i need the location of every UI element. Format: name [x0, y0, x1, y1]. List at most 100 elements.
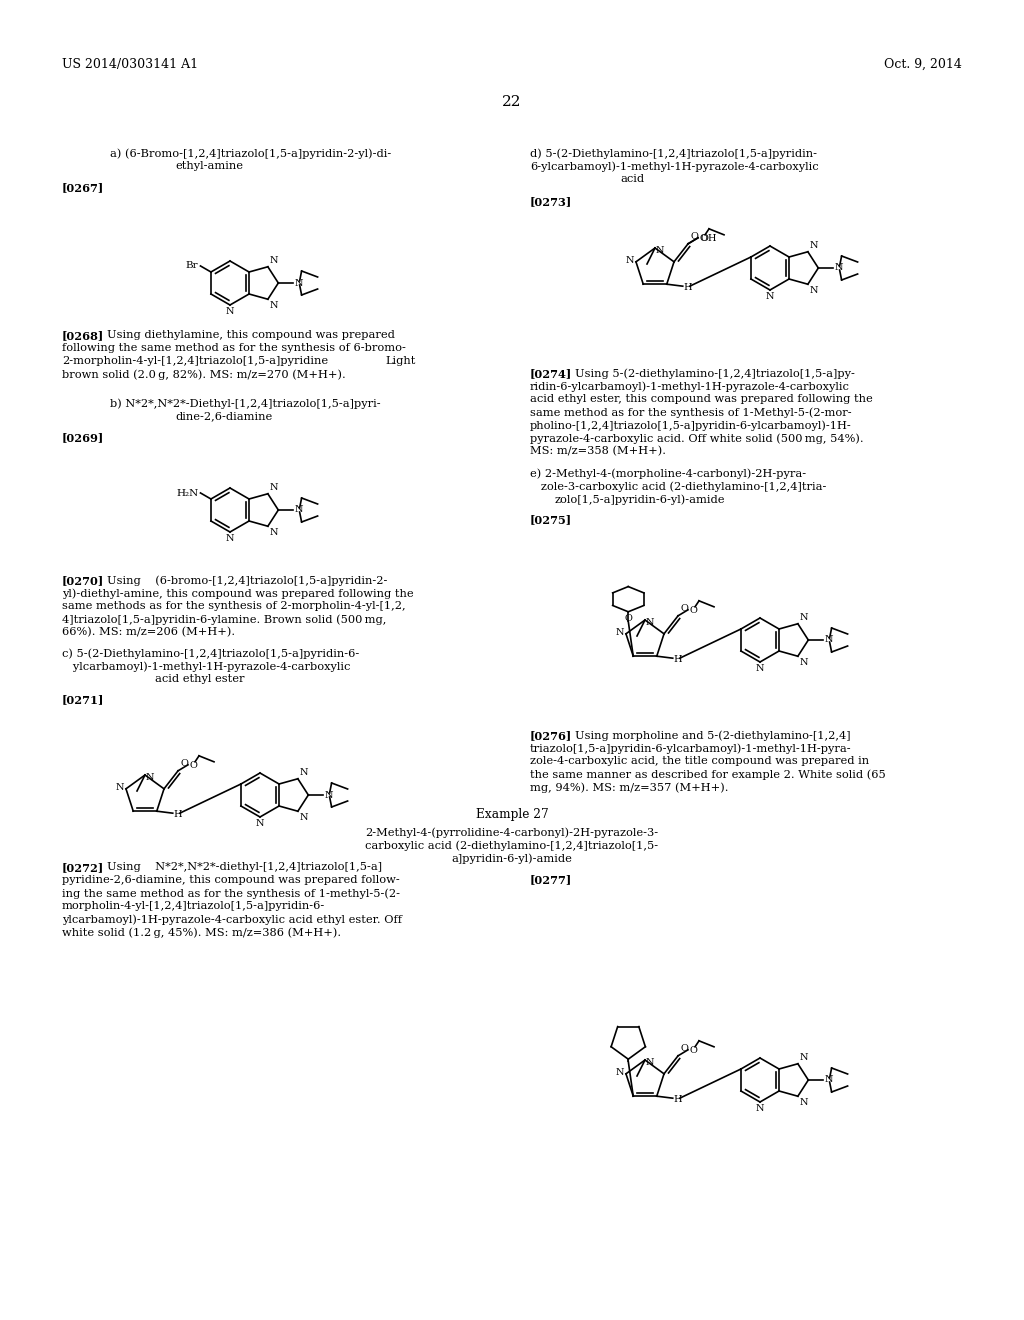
- Text: N: N: [116, 783, 124, 792]
- Text: O: O: [689, 606, 697, 615]
- Text: N: N: [646, 1059, 654, 1067]
- Text: Using    (6-bromo-[1,2,4]triazolo[1,5-a]pyridin-2-: Using (6-bromo-[1,2,4]triazolo[1,5-a]pyr…: [106, 576, 387, 586]
- Text: ylcarbamoyl)-1-methyl-1H-pyrazole-4-carboxylic: ylcarbamoyl)-1-methyl-1H-pyrazole-4-carb…: [62, 661, 350, 672]
- Text: a) (6-Bromo-[1,2,4]triazolo[1,5-a]pyridin-2-yl)-di-: a) (6-Bromo-[1,2,4]triazolo[1,5-a]pyridi…: [110, 148, 391, 158]
- Text: Using diethylamine, this compound was prepared: Using diethylamine, this compound was pr…: [106, 330, 395, 341]
- Text: 2-Methyl-4-(pyrrolidine-4-carbonyl)-2H-pyrazole-3-: 2-Methyl-4-(pyrrolidine-4-carbonyl)-2H-p…: [366, 828, 658, 838]
- Text: zole-3-carboxylic acid (2-diethylamino-[1,2,4]tria-: zole-3-carboxylic acid (2-diethylamino-[…: [530, 480, 826, 491]
- Text: Light: Light: [385, 356, 416, 366]
- Text: N: N: [800, 1053, 808, 1061]
- Text: MS: m/z=358 (M+H+).: MS: m/z=358 (M+H+).: [530, 446, 666, 457]
- Text: 6-ylcarbamoyl)-1-methyl-1H-pyrazole-4-carboxylic: 6-ylcarbamoyl)-1-methyl-1H-pyrazole-4-ca…: [530, 161, 818, 172]
- Text: N: N: [756, 664, 764, 673]
- Text: N: N: [656, 246, 665, 255]
- Text: OH: OH: [700, 235, 717, 243]
- Text: acid ethyl ester, this compound was prepared following the: acid ethyl ester, this compound was prep…: [530, 393, 872, 404]
- Text: [0277]: [0277]: [530, 874, 572, 884]
- Text: [0267]: [0267]: [62, 182, 104, 193]
- Text: N: N: [270, 528, 279, 537]
- Text: N: N: [626, 256, 634, 265]
- Text: O: O: [189, 762, 197, 771]
- Text: O: O: [680, 603, 688, 612]
- Text: following the same method as for the synthesis of 6-bromo-: following the same method as for the syn…: [62, 343, 406, 352]
- Text: [0275]: [0275]: [530, 513, 572, 525]
- Text: ing the same method as for the synthesis of 1-methyl-5-(2-: ing the same method as for the synthesis…: [62, 888, 400, 899]
- Text: same methods as for the synthesis of 2-morpholin-4-yl-[1,2,: same methods as for the synthesis of 2-m…: [62, 601, 406, 611]
- Text: pyridine-2,6-diamine, this compound was prepared follow-: pyridine-2,6-diamine, this compound was …: [62, 875, 399, 884]
- Text: carboxylic acid (2-diethylamino-[1,2,4]triazolo[1,5-: carboxylic acid (2-diethylamino-[1,2,4]t…: [366, 840, 658, 850]
- Text: [0274]: [0274]: [530, 368, 572, 379]
- Text: H: H: [174, 810, 182, 820]
- Text: [0272]: [0272]: [62, 862, 104, 873]
- Text: N: N: [256, 818, 264, 828]
- Text: H: H: [684, 284, 692, 292]
- Text: H₂N: H₂N: [176, 490, 199, 499]
- Text: yl)-diethyl-amine, this compound was prepared following the: yl)-diethyl-amine, this compound was pre…: [62, 587, 414, 598]
- Text: acid: acid: [620, 174, 644, 183]
- Text: US 2014/0303141 A1: US 2014/0303141 A1: [62, 58, 198, 71]
- Text: pyrazole-4-carboxylic acid. Off white solid (500 mg, 54%).: pyrazole-4-carboxylic acid. Off white so…: [530, 433, 863, 444]
- Text: zolo[1,5-a]pyridin-6-yl)-amide: zolo[1,5-a]pyridin-6-yl)-amide: [555, 494, 725, 504]
- Text: N: N: [225, 535, 234, 543]
- Text: the same manner as described for example 2. White solid (65: the same manner as described for example…: [530, 770, 886, 780]
- Text: N: N: [300, 813, 308, 822]
- Text: Br: Br: [185, 261, 199, 271]
- Text: mg, 94%). MS: m/z=357 (M+H+).: mg, 94%). MS: m/z=357 (M+H+).: [530, 781, 728, 792]
- Text: O: O: [625, 614, 632, 623]
- Text: Using 5-(2-diethylamino-[1,2,4]triazolo[1,5-a]py-: Using 5-(2-diethylamino-[1,2,4]triazolo[…: [575, 368, 855, 379]
- Text: N: N: [824, 1076, 834, 1085]
- Text: [0276]: [0276]: [530, 730, 572, 741]
- Text: N: N: [325, 791, 333, 800]
- Text: 66%). MS: m/z=206 (M+H+).: 66%). MS: m/z=206 (M+H+).: [62, 627, 236, 638]
- Text: N: N: [295, 506, 303, 515]
- Text: triazolo[1,5-a]pyridin-6-ylcarbamoyl)-1-methyl-1H-pyra-: triazolo[1,5-a]pyridin-6-ylcarbamoyl)-1-…: [530, 743, 852, 754]
- Text: H: H: [674, 1096, 682, 1105]
- Text: N: N: [270, 256, 279, 265]
- Text: N: N: [800, 612, 808, 622]
- Text: N: N: [270, 301, 279, 310]
- Text: Oct. 9, 2014: Oct. 9, 2014: [884, 58, 962, 71]
- Text: O: O: [180, 759, 187, 768]
- Text: O: O: [699, 235, 707, 243]
- Text: morpholin-4-yl-[1,2,4]triazolo[1,5-a]pyridin-6-: morpholin-4-yl-[1,2,4]triazolo[1,5-a]pyr…: [62, 902, 326, 911]
- Text: ethyl-amine: ethyl-amine: [175, 161, 243, 172]
- Text: N: N: [835, 264, 843, 272]
- Text: O: O: [690, 232, 698, 240]
- Text: e) 2-Methyl-4-(morpholine-4-carbonyl)-2H-pyra-: e) 2-Methyl-4-(morpholine-4-carbonyl)-2H…: [530, 469, 806, 479]
- Text: N: N: [810, 286, 818, 296]
- Text: 22: 22: [502, 95, 522, 110]
- Text: brown solid (2.0 g, 82%). MS: m/z=270 (M+H+).: brown solid (2.0 g, 82%). MS: m/z=270 (M…: [62, 370, 346, 380]
- Text: N: N: [766, 292, 774, 301]
- Text: [0269]: [0269]: [62, 432, 104, 444]
- Text: O: O: [680, 1044, 688, 1053]
- Text: N: N: [810, 240, 818, 249]
- Text: pholino-[1,2,4]triazolo[1,5-a]pyridin-6-ylcarbamoyl)-1H-: pholino-[1,2,4]triazolo[1,5-a]pyridin-6-…: [530, 420, 852, 430]
- Text: [0268]: [0268]: [62, 330, 104, 341]
- Text: acid ethyl ester: acid ethyl ester: [155, 675, 245, 684]
- Text: [0271]: [0271]: [62, 694, 104, 705]
- Text: zole-4-carboxylic acid, the title compound was prepared in: zole-4-carboxylic acid, the title compou…: [530, 756, 869, 766]
- Text: 2-morpholin-4-yl-[1,2,4]triazolo[1,5-a]pyridine: 2-morpholin-4-yl-[1,2,4]triazolo[1,5-a]p…: [62, 356, 328, 366]
- Text: N: N: [800, 659, 808, 667]
- Text: same method as for the synthesis of 1-Methyl-5-(2-mor-: same method as for the synthesis of 1-Me…: [530, 407, 852, 417]
- Text: d) 5-(2-Diethylamino-[1,2,4]triazolo[1,5-a]pyridin-: d) 5-(2-Diethylamino-[1,2,4]triazolo[1,5…: [530, 148, 817, 158]
- Text: N: N: [824, 635, 834, 644]
- Text: N: N: [800, 1098, 808, 1107]
- Text: Using    N*2*,N*2*-diethyl-[1,2,4]triazolo[1,5-a]: Using N*2*,N*2*-diethyl-[1,2,4]triazolo[…: [106, 862, 382, 873]
- Text: Using morpholine and 5-(2-diethylamino-[1,2,4]: Using morpholine and 5-(2-diethylamino-[…: [575, 730, 851, 741]
- Text: N: N: [270, 483, 279, 492]
- Text: c) 5-(2-Diethylamino-[1,2,4]triazolo[1,5-a]pyridin-6-: c) 5-(2-Diethylamino-[1,2,4]triazolo[1,5…: [62, 648, 359, 659]
- Text: N: N: [756, 1104, 764, 1113]
- Text: b) N*2*,N*2*-Diethyl-[1,2,4]triazolo[1,5-a]pyri-: b) N*2*,N*2*-Diethyl-[1,2,4]triazolo[1,5…: [110, 399, 381, 409]
- Text: [0273]: [0273]: [530, 195, 572, 207]
- Text: ylcarbamoyl)-1H-pyrazole-4-carboxylic acid ethyl ester. Off: ylcarbamoyl)-1H-pyrazole-4-carboxylic ac…: [62, 913, 402, 924]
- Text: N: N: [295, 279, 303, 288]
- Text: N: N: [615, 628, 624, 638]
- Text: a]pyridin-6-yl)-amide: a]pyridin-6-yl)-amide: [452, 853, 572, 863]
- Text: O: O: [689, 1047, 697, 1055]
- Text: N: N: [300, 768, 308, 776]
- Text: N: N: [146, 774, 155, 781]
- Text: N: N: [225, 308, 234, 315]
- Text: dine-2,6-diamine: dine-2,6-diamine: [175, 411, 272, 421]
- Text: N: N: [646, 618, 654, 627]
